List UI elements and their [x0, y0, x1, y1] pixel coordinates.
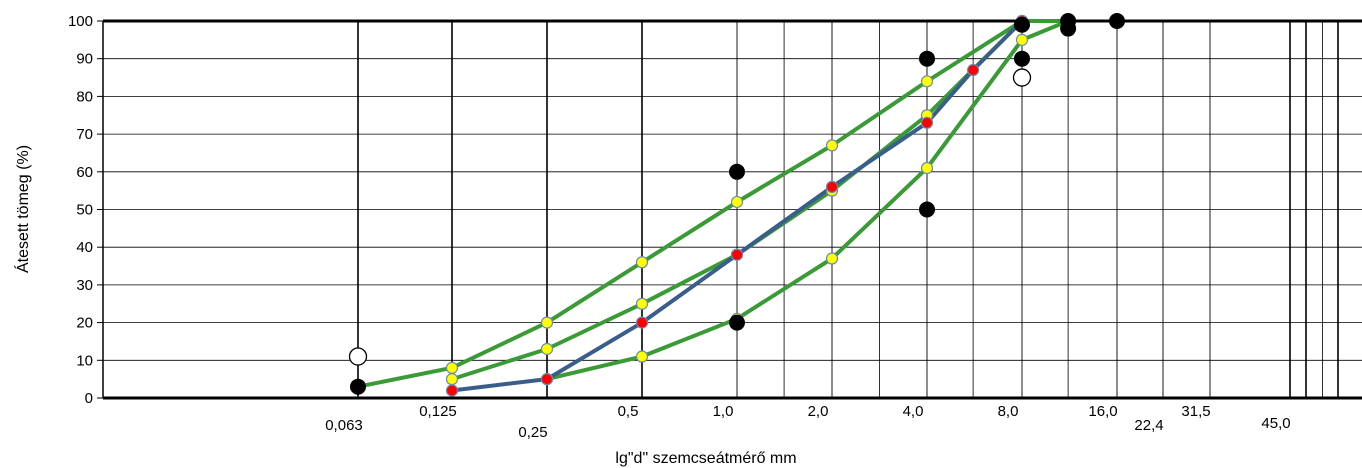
- limit-marker-filled: [350, 378, 366, 395]
- data-point: [825, 139, 839, 152]
- x-tick-label: 4,0: [903, 403, 924, 420]
- x-tick-label: 45,0: [1261, 415, 1290, 432]
- y-tick-label: 80: [76, 88, 93, 105]
- y-axis-title: Átesett tömeg (%): [13, 145, 32, 273]
- x-tick-label: 0,125: [419, 403, 457, 420]
- limit-marker-filled: [729, 314, 745, 331]
- series-points: [351, 14, 1075, 397]
- axes: [97, 19, 1362, 400]
- data-point: [540, 373, 554, 386]
- y-tick-label: 50: [76, 202, 93, 219]
- data-point: [825, 180, 839, 193]
- x-tick-label: 0,25: [518, 424, 547, 441]
- y-tick-label: 20: [76, 315, 93, 332]
- tick-labels: 0 10 20 30 40 50 60 70 80 90 100 0,063 0,125 0,25 0,5 1…: [68, 13, 1291, 441]
- y-tick-label: 100: [68, 13, 93, 30]
- limit-marker-filled: [1014, 50, 1030, 67]
- y-tick-label: 10: [76, 352, 93, 369]
- series-line: [356, 19, 1071, 389]
- data-point: [730, 195, 744, 209]
- limit-marker-filled: [919, 201, 935, 218]
- x-tick-label: 16,0: [1088, 403, 1117, 420]
- x-tick-label: 2,0: [808, 403, 829, 420]
- data-point: [920, 116, 934, 129]
- limit-marker-filled: [919, 50, 935, 67]
- x-tick-label: 22,4: [1134, 417, 1163, 434]
- data-point: [445, 373, 459, 386]
- x-tick-label: 8,0: [998, 403, 1019, 420]
- limit-marker-filled: [1014, 16, 1030, 33]
- y-tick-label: 40: [76, 239, 93, 256]
- series-line: [450, 19, 1024, 393]
- y-tick-label: 90: [76, 51, 93, 68]
- control-markers: [348, 13, 1125, 395]
- data-point: [920, 75, 934, 88]
- data-point: [730, 248, 744, 261]
- data-point: [825, 252, 839, 265]
- data-point: [635, 297, 649, 310]
- x-tick-label: 0,063: [325, 417, 363, 434]
- y-tick-label: 70: [76, 126, 93, 143]
- data-point: [635, 350, 649, 363]
- x-tick-label: 1,0: [713, 403, 734, 420]
- y-tick-label: 60: [76, 164, 93, 181]
- data-point: [445, 384, 459, 397]
- data-point: [445, 361, 459, 374]
- data-point: [540, 316, 554, 329]
- data-point: [967, 63, 980, 77]
- series-lines: [356, 19, 1071, 393]
- limit-marker-filled: [729, 163, 745, 180]
- data-point: [1015, 33, 1029, 46]
- x-tick-label: 0,5: [618, 403, 639, 420]
- series-line: [545, 19, 1071, 382]
- limit-marker-filled: [1109, 13, 1125, 29]
- y-tick-label: 30: [76, 277, 93, 294]
- limit-marker-filled: [1060, 20, 1077, 37]
- data-point: [540, 342, 554, 356]
- limit-marker-open: [1012, 68, 1032, 87]
- y-tick-label: 0: [85, 390, 93, 407]
- data-point: [920, 161, 934, 175]
- x-axis-title: lg"d" szemcseátmérő mm: [615, 450, 796, 467]
- x-tick-label: 31,5: [1181, 403, 1210, 420]
- data-point: [635, 256, 649, 269]
- grid-lines: [103, 21, 1362, 398]
- limit-marker-open: [348, 347, 368, 366]
- data-point: [635, 316, 649, 329]
